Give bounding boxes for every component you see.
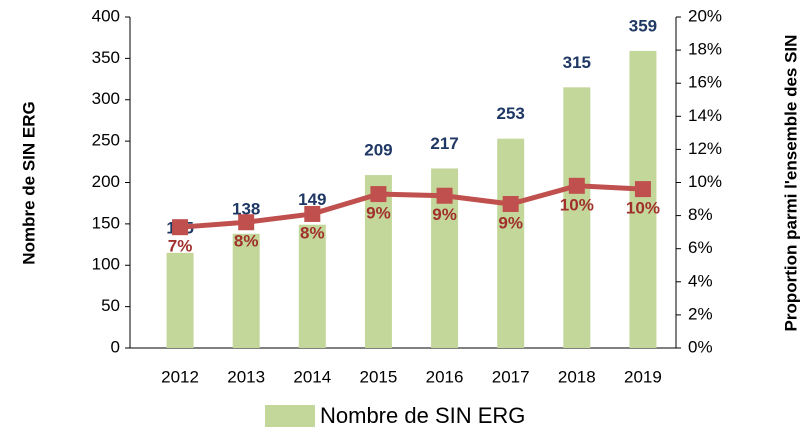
bar xyxy=(166,252,194,348)
bar xyxy=(629,50,657,349)
line-marker xyxy=(568,177,585,194)
y2-tick-label: 14% xyxy=(688,106,722,125)
y2-tick-label: 18% xyxy=(688,40,722,59)
bar-value-label: 149 xyxy=(298,190,326,209)
y-tick-label: 100 xyxy=(92,255,120,274)
line-marker xyxy=(370,186,387,203)
y-tick-label: 250 xyxy=(92,131,120,150)
y2-tick-label: 0% xyxy=(688,337,713,356)
y2-axis-label: Proportion parmi l'ensemble des SIN xyxy=(781,35,800,332)
y-tick-label: 300 xyxy=(92,89,120,108)
x-tick-label: 2017 xyxy=(492,367,530,386)
line-marker xyxy=(172,219,189,236)
line-marker xyxy=(436,187,453,204)
bar-value-label: 315 xyxy=(563,53,591,72)
line-value-label: 9% xyxy=(366,204,391,223)
x-tick-label: 2016 xyxy=(426,367,464,386)
y2-tick-label: 2% xyxy=(688,304,713,323)
y-tick-label: 400 xyxy=(92,6,120,25)
y-tick-label: 200 xyxy=(92,172,120,191)
line-value-label: 9% xyxy=(498,213,523,232)
x-tick-label: 2019 xyxy=(624,367,662,386)
line-value-label: 10% xyxy=(626,199,660,218)
y2-tick-label: 12% xyxy=(688,139,722,158)
line xyxy=(179,183,644,230)
line-value-label: 7% xyxy=(168,237,193,256)
y-tick-label: 350 xyxy=(92,48,120,67)
x-tick-label: 2012 xyxy=(161,367,199,386)
y2-tick-label: 16% xyxy=(688,73,722,92)
line-marker xyxy=(502,196,519,213)
bar xyxy=(497,138,525,348)
y2-tick-label: 8% xyxy=(688,205,713,224)
y2-tick-label: 20% xyxy=(688,6,722,25)
line-marker xyxy=(238,214,255,231)
line-value-label: 9% xyxy=(432,205,457,224)
line-value-label: 8% xyxy=(300,223,325,242)
line-marker xyxy=(634,181,651,198)
x-tick-label: 2018 xyxy=(558,367,596,386)
bar xyxy=(364,175,392,348)
bar-value-label: 253 xyxy=(497,104,525,123)
legend-swatch xyxy=(265,405,315,427)
bar-value-label: 138 xyxy=(232,199,260,218)
y2-tick-label: 10% xyxy=(688,172,722,191)
legend-label: Nombre de SIN ERG xyxy=(320,403,525,428)
x-tick-label: 2013 xyxy=(227,367,265,386)
y-tick-label: 0 xyxy=(111,337,120,356)
line-value-label: 10% xyxy=(560,195,594,214)
bar xyxy=(232,233,260,348)
bar-value-label: 359 xyxy=(629,16,657,35)
y-axis-label: Nombre de SIN ERG xyxy=(19,101,38,264)
line-value-label: 8% xyxy=(234,232,259,251)
y2-tick-label: 4% xyxy=(688,271,713,290)
line-marker xyxy=(304,205,321,222)
y2-tick-label: 6% xyxy=(688,238,713,257)
bar xyxy=(298,224,326,348)
bar-value-label: 209 xyxy=(364,141,392,160)
y-tick-label: 50 xyxy=(101,296,120,315)
x-tick-label: 2014 xyxy=(293,367,331,386)
y-tick-label: 150 xyxy=(92,213,120,232)
bar xyxy=(563,87,591,349)
bar-value-label: 217 xyxy=(430,134,458,153)
x-tick-label: 2015 xyxy=(360,367,398,386)
